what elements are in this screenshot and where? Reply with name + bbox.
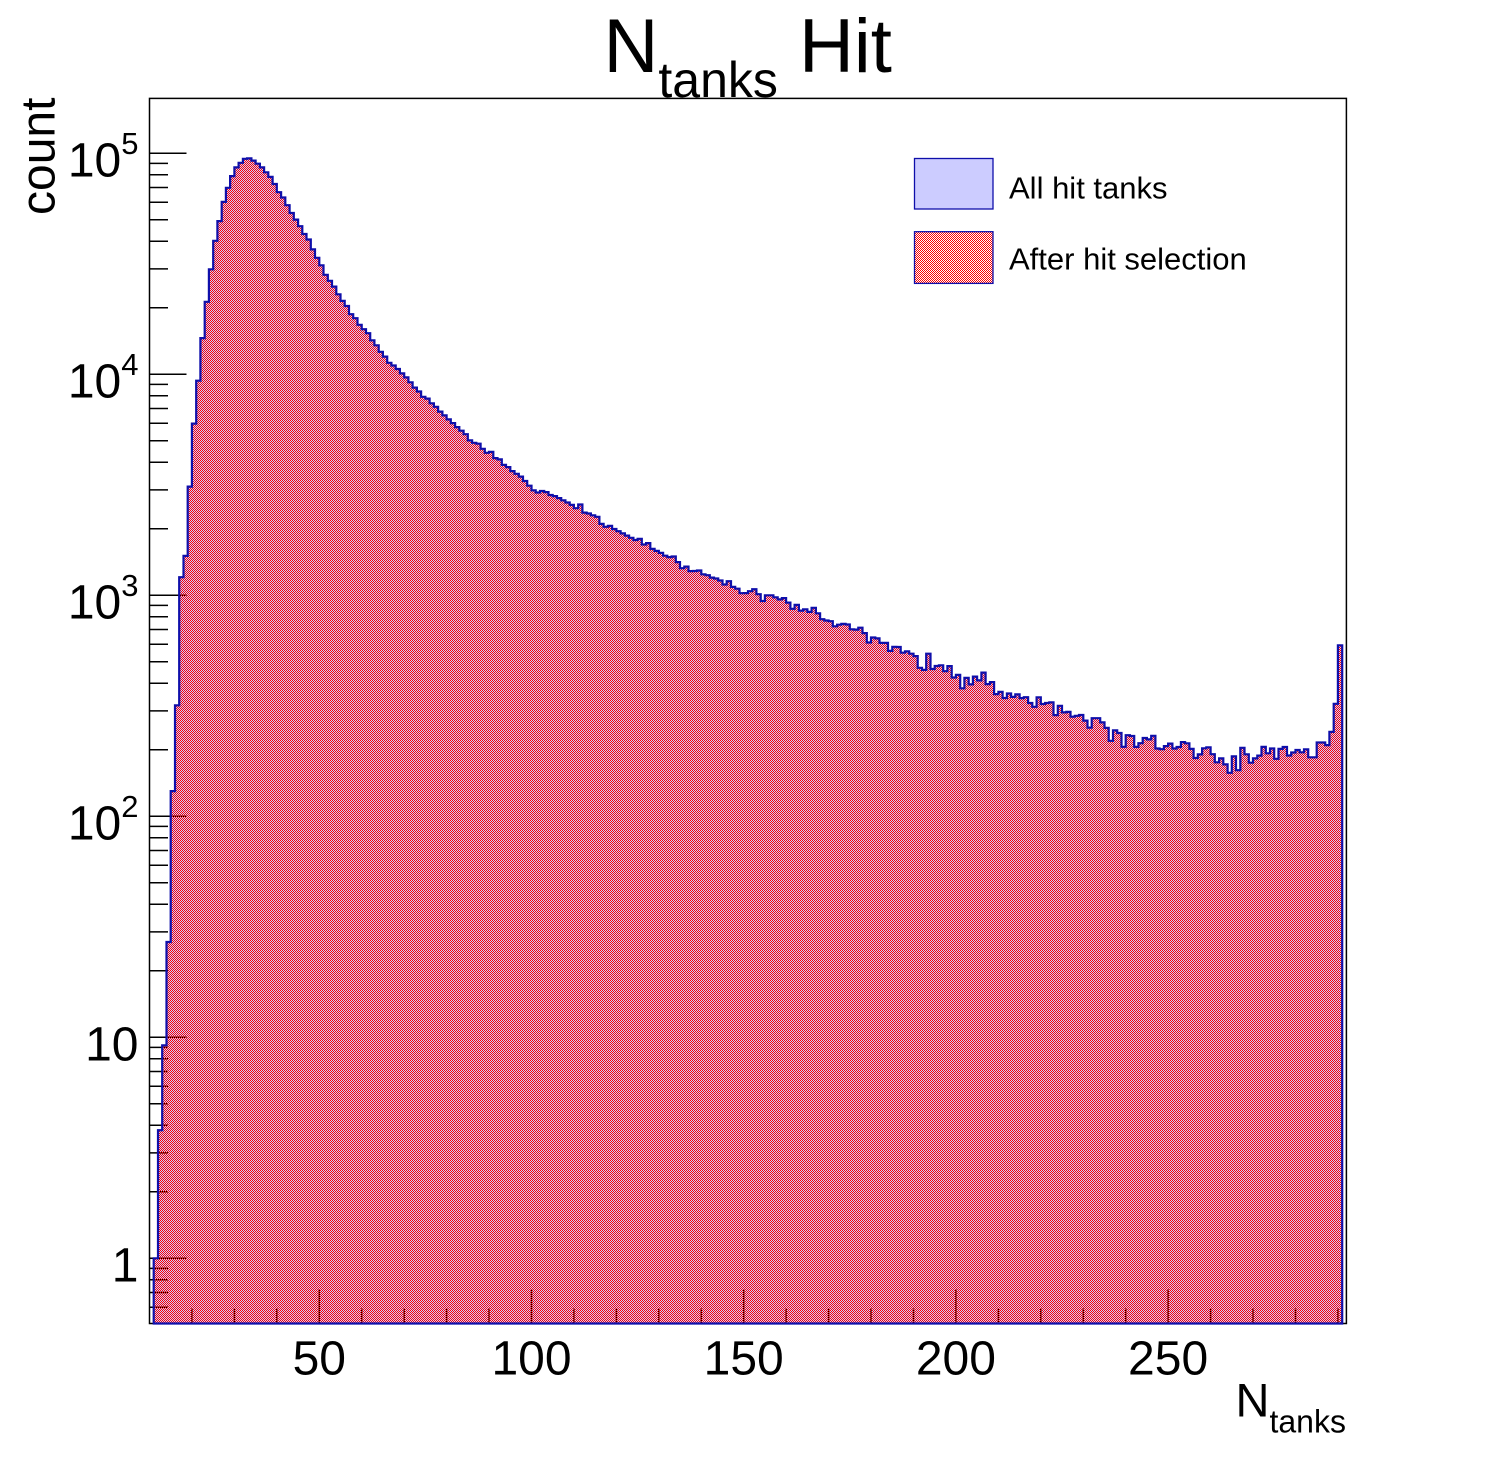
svg-text:50: 50: [293, 1333, 346, 1386]
svg-text:200: 200: [916, 1333, 996, 1386]
svg-text:10: 10: [85, 1018, 138, 1071]
svg-text:count: count: [13, 98, 66, 215]
svg-text:250: 250: [1128, 1333, 1208, 1386]
svg-text:150: 150: [704, 1333, 784, 1386]
svg-text:100: 100: [491, 1333, 571, 1386]
svg-text:All hit tanks: All hit tanks: [1009, 171, 1168, 206]
svg-text:After hit selection: After hit selection: [1009, 242, 1247, 277]
svg-text:1: 1: [112, 1239, 139, 1292]
svg-text:104: 104: [68, 347, 139, 409]
